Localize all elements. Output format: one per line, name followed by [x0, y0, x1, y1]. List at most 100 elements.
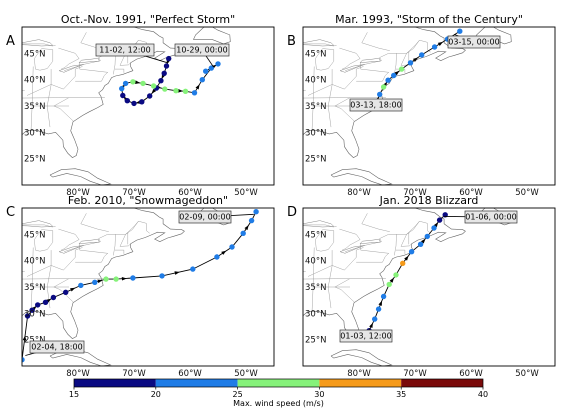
- track-point: [436, 217, 443, 223]
- lake-outline: [58, 245, 84, 254]
- x-tick-label: 50°W: [234, 188, 258, 198]
- track-arrow: [135, 80, 141, 84]
- track-point: [408, 249, 415, 255]
- y-tick-label: 25°N: [305, 155, 326, 165]
- y-tick-label: 35°N: [305, 283, 326, 293]
- state-border: [396, 249, 406, 254]
- state-border: [113, 53, 116, 75]
- storm-track: [368, 214, 446, 331]
- annotation-text: 01-03, 12:00: [340, 332, 391, 341]
- y-tick-label: 25°N: [24, 155, 45, 165]
- plot-frame: [21, 207, 275, 367]
- x-tick-label: 70°W: [403, 369, 427, 379]
- state-border: [75, 62, 109, 82]
- state-border: [58, 228, 80, 251]
- state-border: [356, 62, 390, 82]
- track-arrow: [244, 225, 249, 231]
- plot-frame: [302, 26, 556, 186]
- track-arrow: [22, 335, 27, 341]
- y-tick-label: 30°N: [305, 128, 326, 138]
- annotation-text: 03-13, 18:00: [350, 101, 401, 110]
- y-tick-label: 45°N: [305, 49, 326, 59]
- x-tick-label: 60°W: [459, 369, 483, 379]
- state-border: [22, 224, 56, 228]
- track-arrow: [369, 322, 373, 329]
- panel-d: Jan. 2018 Blizzard D 80°W 70°W 60°W 50°W 45°N 4…: [287, 194, 556, 379]
- state-border: [394, 53, 397, 75]
- state-border: [34, 48, 54, 71]
- track-point: [120, 92, 126, 99]
- y-tick-label: 40°N: [24, 257, 45, 267]
- x-tick-label: 60°W: [178, 369, 202, 379]
- track-point: [372, 316, 378, 322]
- track-point: [103, 276, 109, 282]
- track-arrow: [378, 300, 382, 306]
- colorbar-segment: [155, 379, 238, 387]
- state-border: [75, 243, 109, 263]
- state-border: [26, 247, 83, 277]
- panel-title: Mar. 1993, "Storm of the Century": [335, 13, 523, 26]
- track-point: [386, 281, 392, 288]
- track-point: [215, 61, 221, 67]
- track-point: [417, 241, 424, 247]
- state-border: [26, 66, 83, 96]
- track-point: [253, 209, 259, 215]
- annotation-text: 01-06, 00:00: [465, 213, 516, 222]
- state-border: [11, 226, 21, 319]
- track-point: [457, 28, 463, 34]
- track-point: [24, 313, 31, 319]
- x-tick-label: 80°W: [66, 369, 90, 379]
- coastline: [22, 208, 185, 339]
- state-border: [30, 66, 34, 132]
- track-point: [131, 100, 137, 107]
- state-border: [292, 226, 302, 319]
- state-border: [307, 247, 364, 277]
- panel-letter: C: [6, 205, 15, 220]
- colorbar-tick-label: 15: [69, 390, 79, 399]
- track-point: [113, 276, 119, 282]
- state-border: [119, 243, 131, 247]
- track-point: [130, 79, 136, 85]
- track-point: [130, 275, 136, 281]
- track-arrow: [394, 70, 400, 76]
- state-border: [311, 66, 315, 132]
- state-border: [22, 270, 25, 272]
- x-tick-label: 60°W: [459, 188, 483, 198]
- colorbar-segment: [237, 379, 320, 387]
- annotation-box: [447, 35, 501, 49]
- track-point: [78, 282, 84, 289]
- colorbar-tick-label: 30: [314, 390, 324, 399]
- track-point: [398, 66, 405, 72]
- track-point: [191, 90, 198, 96]
- track-point: [161, 70, 167, 77]
- state-border: [63, 221, 139, 252]
- track-point: [393, 272, 399, 278]
- lake-outline: [22, 39, 54, 47]
- annotation-box: [29, 340, 85, 354]
- state-border: [275, 80, 279, 136]
- colorbar-tick-label: 35: [396, 390, 406, 399]
- state-border: [46, 250, 52, 309]
- state-border: [127, 220, 150, 245]
- y-tick-label: 25°N: [305, 336, 326, 346]
- track-point: [166, 55, 172, 62]
- track-arrow: [195, 84, 200, 90]
- track-point: [50, 294, 57, 301]
- state-border: [311, 247, 315, 313]
- panel-letter: D: [287, 205, 297, 220]
- track-point: [62, 289, 69, 295]
- state-border: [327, 69, 333, 128]
- x-tick-label: 80°W: [66, 188, 90, 198]
- state-border: [30, 247, 34, 313]
- track-point: [431, 225, 437, 231]
- colorbar-segment: [74, 379, 156, 387]
- track-point: [400, 260, 406, 266]
- track-point: [385, 77, 391, 83]
- lake-outline: [22, 220, 54, 228]
- annotation-box: [339, 329, 393, 343]
- panel-c: Feb. 2010, "Snowmageddon" C 80°W 70°W 60°W 50…: [6, 194, 275, 379]
- track-arrow: [151, 88, 157, 94]
- track-point: [159, 273, 165, 279]
- annotation-text: 02-04, 18:00: [31, 343, 82, 352]
- panel-title: Oct.-Nov. 1991, "Perfect Storm": [61, 13, 235, 26]
